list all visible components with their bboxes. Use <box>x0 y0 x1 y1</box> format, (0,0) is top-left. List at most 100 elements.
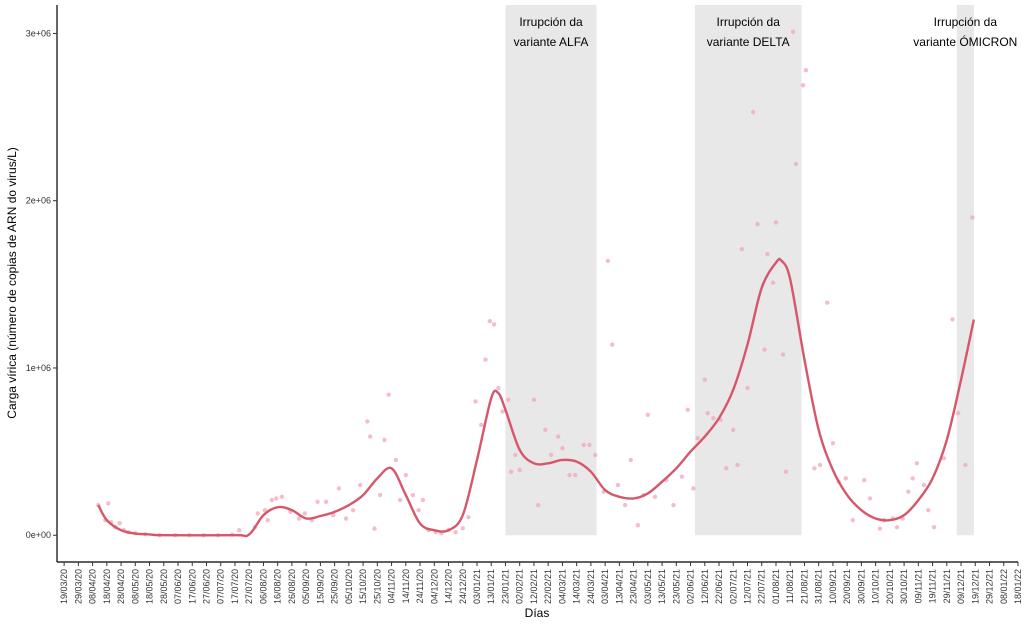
x-tick-label: 29/11/21 <box>942 569 952 603</box>
data-point <box>536 502 541 508</box>
x-tick-label: 05/10/20 <box>344 569 354 604</box>
data-point <box>685 407 690 412</box>
data-point <box>117 520 122 526</box>
data-point <box>970 215 975 220</box>
data-point <box>812 466 817 471</box>
variant-period <box>505 5 597 536</box>
data-point <box>931 525 937 530</box>
data-point <box>765 252 770 257</box>
data-point <box>790 29 796 34</box>
x-tick-label: 27/07/20 <box>244 569 254 604</box>
data-point <box>555 434 561 439</box>
data-point <box>506 397 511 402</box>
x-tick-label: 17/07/20 <box>230 569 240 604</box>
data-point <box>265 517 270 523</box>
x-axis-label: Días <box>525 606 550 620</box>
data-point <box>279 494 285 499</box>
x-tick-label: 13/01/21 <box>486 569 496 604</box>
y-tick-label: 1e+06 <box>26 363 51 373</box>
data-point <box>691 486 696 491</box>
x-tick-label: 13/04/21 <box>614 569 624 604</box>
data-point <box>358 482 363 488</box>
data-point <box>702 377 707 382</box>
data-point <box>269 497 275 503</box>
data-point <box>862 477 867 483</box>
x-tick-label: 23/01/21 <box>500 569 510 604</box>
data-point <box>403 472 409 478</box>
x-tick-label: 05/09/20 <box>301 569 311 604</box>
data-point <box>735 462 740 468</box>
data-point <box>770 280 776 285</box>
data-point <box>615 482 621 488</box>
data-point <box>255 511 260 516</box>
x-tick-label: 12/06/21 <box>700 569 710 604</box>
data-point <box>894 525 900 530</box>
y-tick-label: 0e+00 <box>26 530 51 540</box>
data-point <box>963 462 968 468</box>
data-point <box>950 317 955 322</box>
data-point <box>956 410 961 416</box>
data-point <box>695 436 700 441</box>
data-point <box>731 427 736 433</box>
annotation: Irrupción da <box>717 15 781 29</box>
x-tick-label: 24/11/20 <box>415 569 425 603</box>
data-point <box>368 434 373 439</box>
x-tick-label: 04/11/20 <box>387 569 397 603</box>
data-point <box>635 523 641 528</box>
x-tick-label: 29/12/21 <box>985 569 995 604</box>
data-point <box>315 499 320 504</box>
smooth-line <box>97 257 976 538</box>
x-tick-label: 18/01/22 <box>1013 569 1023 604</box>
data-point <box>453 530 458 535</box>
x-tick-label: 21/08/21 <box>799 569 809 604</box>
data-point <box>372 526 377 531</box>
data-point <box>783 469 789 474</box>
x-tick-label: 16/08/20 <box>273 569 283 604</box>
data-point <box>622 502 628 508</box>
data-point <box>330 512 336 518</box>
data-point <box>513 452 518 458</box>
data-point <box>825 300 830 305</box>
data-point <box>921 482 927 488</box>
data-point <box>587 442 592 448</box>
data-point <box>323 499 329 504</box>
data-point <box>803 68 809 73</box>
variant-period <box>694 5 802 536</box>
x-tick-label: 27/06/20 <box>201 569 211 604</box>
y-tick-label: 2e+06 <box>26 196 51 206</box>
data-point <box>460 526 465 531</box>
x-tick-label: 03/01/21 <box>472 569 482 604</box>
y-tick-label: 3e+06 <box>26 28 51 38</box>
data-point <box>926 507 931 513</box>
data-point <box>496 385 501 391</box>
data-point <box>420 497 426 503</box>
data-point <box>350 507 356 513</box>
data-point <box>531 397 537 402</box>
x-tick-label: 14/03/21 <box>572 569 582 604</box>
x-tick-label: 09/12/21 <box>956 569 966 604</box>
x-tick-label: 29/03/20 <box>73 569 83 604</box>
data-point <box>393 457 399 463</box>
data-point <box>262 507 268 513</box>
data-point <box>645 412 651 418</box>
data-point <box>679 474 685 479</box>
x-tick-label: 20/09/21 <box>842 569 852 604</box>
data-point <box>592 452 598 458</box>
x-tick-label: 04/12/20 <box>429 569 439 604</box>
data-point <box>517 467 522 473</box>
data-point <box>487 318 493 324</box>
x-tick-label: 24/12/20 <box>458 569 468 604</box>
data-point <box>343 516 349 521</box>
data-point <box>610 342 615 347</box>
annotation: variante ÓMICRON <box>913 34 1017 49</box>
x-tick-label: 03/05/21 <box>643 569 653 604</box>
x-tick-label: 12/02/21 <box>529 569 539 604</box>
data-point <box>723 466 729 471</box>
x-tick-label: 04/03/21 <box>557 569 567 604</box>
data-point <box>237 528 242 533</box>
data-point <box>302 511 307 516</box>
x-tick-label: 02/07/21 <box>728 569 738 604</box>
data-point <box>106 501 111 506</box>
data-point <box>817 462 823 468</box>
data-point <box>773 220 779 225</box>
